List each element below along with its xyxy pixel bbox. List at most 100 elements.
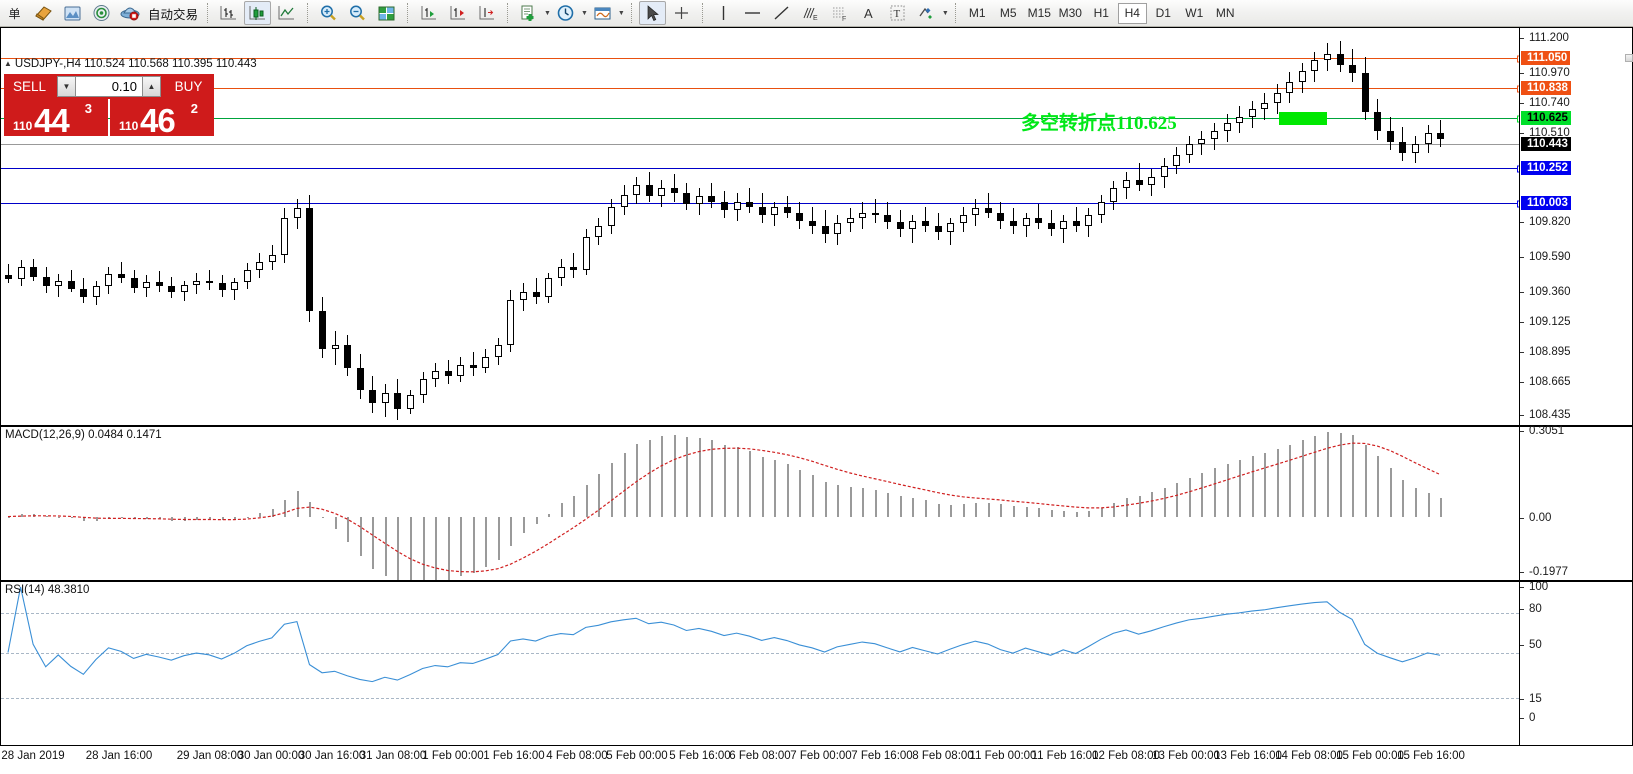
price-pane[interactable]: 多空转折点110.625 111.200 110.970 110.740 110.51…: [0, 27, 1633, 426]
level-handle[interactable]: [1517, 165, 1519, 173]
macd-histogram-bar: [83, 516, 86, 522]
chart-end-icon[interactable]: [473, 1, 500, 25]
chart-shift-icon[interactable]: [444, 1, 471, 25]
level-line-resistance-1[interactable]: [1, 55, 1519, 63]
signal-icon[interactable]: [88, 1, 115, 25]
macd-plot[interactable]: [1, 427, 1519, 580]
price-plot[interactable]: 多空转折点110.625: [1, 28, 1519, 425]
price-scale[interactable]: 111.200 110.970 110.740 110.510 109.820 109.5…: [1519, 28, 1632, 425]
macd-histogram-bar: [1226, 463, 1229, 517]
rsi-plot[interactable]: [1, 582, 1519, 745]
buy-button[interactable]: BUY: [163, 74, 214, 99]
candle-body: [155, 282, 163, 287]
bar-chart-icon[interactable]: [215, 1, 242, 25]
level-handle[interactable]: [1517, 115, 1519, 123]
candle-body: [670, 187, 678, 194]
buy-price-display[interactable]: 110 46 2: [110, 99, 214, 139]
line-chart-icon[interactable]: [273, 1, 300, 25]
macd-tick: 0.3051: [1520, 425, 1564, 437]
chart-area: 多空转折点110.625 111.200 110.970 110.740 110.51…: [0, 27, 1633, 774]
timeframe-m30[interactable]: M30: [1058, 6, 1082, 20]
timeframe-m5[interactable]: M5: [999, 6, 1017, 20]
candlestick: [871, 28, 879, 425]
candlestick: [1123, 28, 1131, 425]
time-tick-label: 13 Feb 16:00: [1214, 750, 1282, 762]
trendline-icon[interactable]: [768, 1, 795, 25]
candlestick: [1437, 28, 1445, 425]
text-label-icon[interactable]: T: [884, 1, 911, 25]
candlestick-icon[interactable]: [244, 1, 272, 25]
chevron-down-icon[interactable]: ▼: [544, 9, 551, 17]
level-line-pivot-green[interactable]: [1, 115, 1519, 123]
chevron-down-icon-3[interactable]: ▼: [617, 9, 625, 17]
rsi-tick: 100: [1520, 581, 1548, 593]
templates-icon[interactable]: [589, 1, 616, 25]
macd-pane[interactable]: MACD(12,26,9) 0.0484 0.1471 0.3051 0.00 -0…: [0, 425, 1633, 581]
macd-histogram-bar: [749, 451, 752, 517]
sell-button[interactable]: SELL: [4, 74, 55, 99]
elliott-wave-icon[interactable]: E: [797, 1, 824, 25]
objects-list-icon[interactable]: [913, 1, 940, 25]
macd-histogram-bar: [862, 488, 865, 517]
zoom-out-icon[interactable]: [344, 1, 371, 25]
volume-input[interactable]: 0.10: [76, 76, 142, 97]
level-line-resistance-2[interactable]: [1, 85, 1519, 93]
vertical-line-icon[interactable]: [710, 1, 737, 25]
chevron-down-icon-2[interactable]: ▼: [580, 9, 588, 17]
zoom-in-icon[interactable]: [315, 1, 342, 25]
timeframe-m1[interactable]: M1: [968, 6, 986, 20]
candlestick: [909, 28, 917, 425]
tile-windows-icon[interactable]: [373, 1, 400, 25]
macd-scale[interactable]: 0.3051 0.00 -0.1977: [1519, 425, 1632, 580]
volume-stepper[interactable]: ▼ 0.10 ▲: [55, 74, 163, 99]
one-click-trading-panel[interactable]: SELL ▼ 0.10 ▲ BUY 110 44 3 110 46 2: [4, 74, 214, 139]
price-tag-pivot-green: 110.625: [1521, 111, 1571, 125]
candlestick: [218, 28, 226, 425]
timeframe-h4[interactable]: H4: [1117, 2, 1147, 24]
level-line-support-2[interactable]: [1, 200, 1519, 208]
scrollbar-corner[interactable]: [1625, 54, 1633, 62]
macd-histogram-bar: [1264, 452, 1267, 517]
timeframe-mn[interactable]: MN: [1215, 6, 1235, 20]
crosshair-icon[interactable]: [668, 1, 695, 25]
rsi-level-15: [1, 698, 1519, 700]
candle-body: [30, 267, 38, 277]
autotrade-hat-icon[interactable]: [117, 1, 144, 25]
horizontal-line-icon[interactable]: [739, 1, 766, 25]
period-icon[interactable]: [552, 1, 579, 25]
chevron-down-icon-4[interactable]: ▼: [941, 9, 949, 17]
fibonacci-icon[interactable]: F: [826, 1, 853, 25]
volume-up-button[interactable]: ▲: [142, 76, 161, 97]
rsi-scale[interactable]: 100 80 50 15 0: [1519, 581, 1632, 745]
timeframe-w1[interactable]: W1: [1185, 6, 1204, 20]
book-icon[interactable]: [30, 1, 57, 25]
candle-body: [1424, 133, 1432, 145]
candle-body: [733, 201, 741, 210]
new-order-icon[interactable]: 单: [8, 6, 21, 21]
text-icon[interactable]: A: [863, 5, 873, 21]
chart-image-icon[interactable]: [59, 1, 86, 25]
timeframe-h1[interactable]: H1: [1093, 6, 1109, 20]
level-handle[interactable]: [1517, 55, 1519, 63]
level-line-support-1[interactable]: [1, 165, 1519, 173]
macd-histogram-bar: [409, 516, 412, 580]
cursor-icon[interactable]: [638, 1, 666, 25]
auto-scroll-icon[interactable]: [415, 1, 442, 25]
candle-body: [771, 207, 779, 216]
autotrade-label[interactable]: 自动交易: [148, 7, 199, 22]
macd-histogram-bar: [45, 516, 48, 518]
time-tick-label: 31 Jan 08:00: [359, 750, 427, 762]
time-tick-label: 14 Feb 08:00: [1275, 750, 1343, 762]
level-handle[interactable]: [1517, 200, 1519, 208]
candlestick: [997, 28, 1005, 425]
sell-price-display[interactable]: 110 44 3: [4, 99, 108, 139]
candlestick: [306, 28, 314, 425]
new-indicator-icon[interactable]: [515, 1, 542, 25]
level-handle[interactable]: [1517, 85, 1519, 93]
timeframe-m15[interactable]: M15: [1027, 6, 1051, 20]
candlestick: [1173, 28, 1181, 425]
rsi-pane[interactable]: RSI(14) 48.3810 100 80 50 15 0: [0, 581, 1633, 746]
timeframe-d1[interactable]: D1: [1155, 6, 1171, 20]
collapse-arrow-icon[interactable]: ▲: [4, 59, 12, 68]
volume-down-button[interactable]: ▼: [57, 76, 76, 97]
